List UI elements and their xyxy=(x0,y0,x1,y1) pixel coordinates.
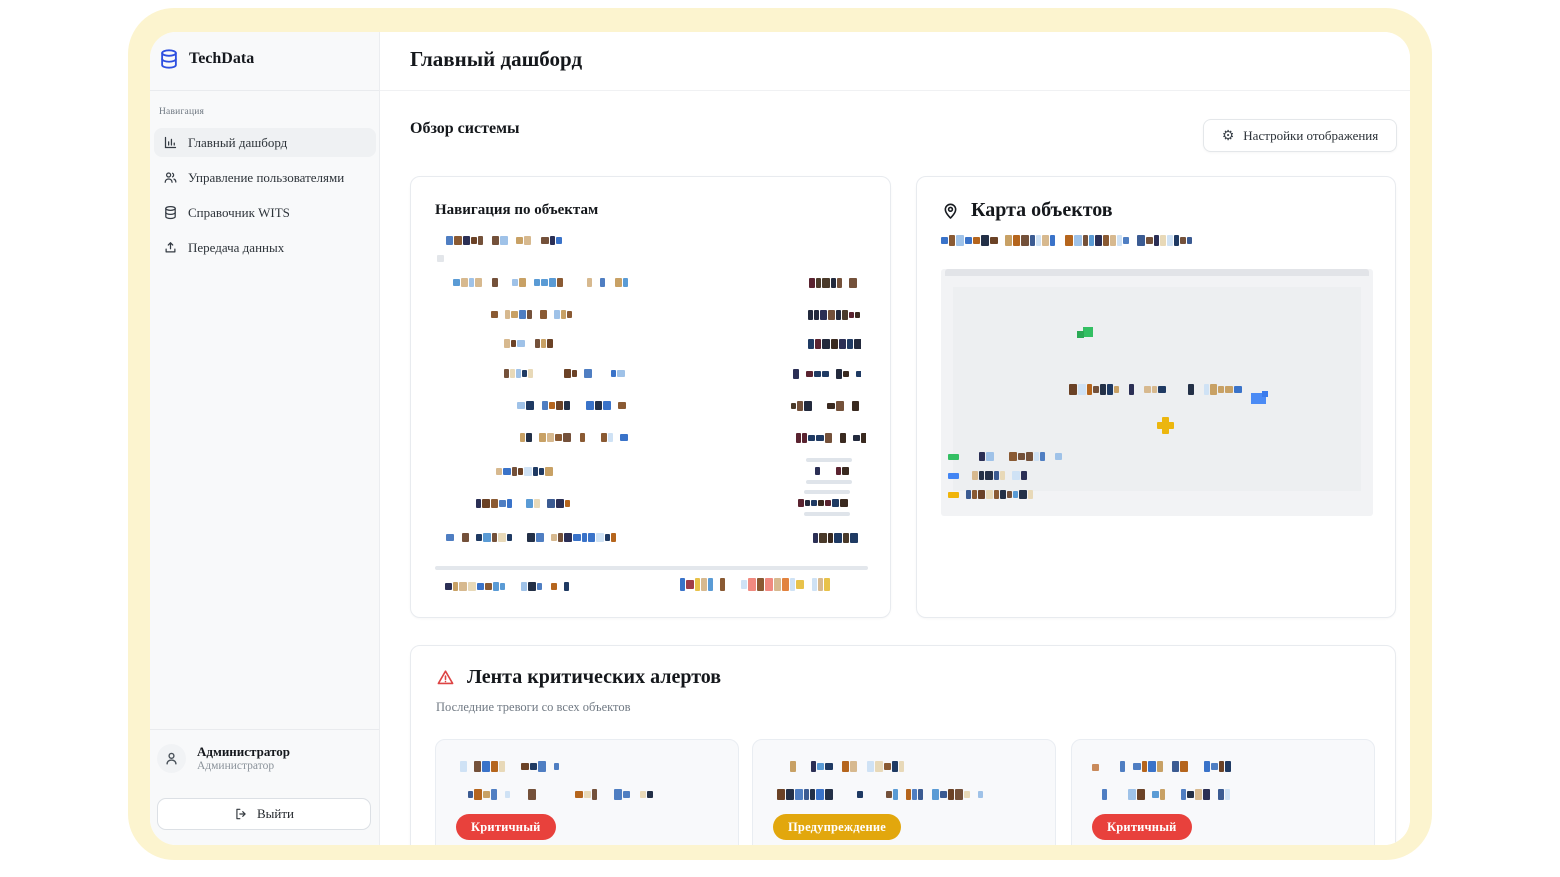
redacted-footer-text xyxy=(667,577,839,592)
severity-badge: Предупреждение xyxy=(773,814,902,840)
map-legend-item xyxy=(948,489,1040,500)
redacted-alert-text xyxy=(777,788,987,801)
redacted-dot xyxy=(437,255,444,262)
legend-color-yellow xyxy=(948,491,959,498)
brand-name: TechData xyxy=(189,50,255,67)
critical-alerts-title: Лента критических алертов xyxy=(467,666,722,688)
redacted-text xyxy=(491,309,583,320)
object-map-card: Карта объектов xyxy=(916,176,1396,618)
severity-badge: Критичный xyxy=(1092,814,1192,840)
gear-icon: ⚙ xyxy=(1221,127,1235,144)
redacted-dot xyxy=(1092,764,1099,771)
sidebar-divider xyxy=(150,90,379,91)
upload-icon xyxy=(165,242,176,253)
redacted-alert-title xyxy=(460,760,572,773)
sidebar: TechData Навигация Главный дашборд Управ… xyxy=(150,32,380,845)
redacted-text xyxy=(446,277,628,288)
database-icon xyxy=(165,205,176,220)
redacted-text xyxy=(504,432,629,443)
database-logo-icon xyxy=(161,49,177,69)
redacted-alert-text xyxy=(1096,788,1234,801)
map-marker-plus[interactable] xyxy=(1157,417,1174,434)
critical-alerts-card: Лента критических алертов Последние трев… xyxy=(410,645,1396,845)
object-navigation-title: Навигация по объектам xyxy=(435,202,599,218)
redacted-legend-label xyxy=(966,451,1062,462)
sidebar-nav: Главный дашборд Управление пользователям… xyxy=(152,128,378,268)
alert-card[interactable]: Критичный xyxy=(1071,739,1375,845)
redacted-alert-text xyxy=(460,788,658,801)
users-icon xyxy=(164,172,177,183)
redacted-map-subtitle xyxy=(941,234,1197,247)
critical-alerts-subtitle: Последние тревоги со всех объектов xyxy=(436,700,631,714)
redacted-text xyxy=(504,368,627,379)
redacted-badge xyxy=(806,532,861,544)
sidebar-item-user-management[interactable]: Управление пользователями xyxy=(154,163,376,192)
redacted-badge xyxy=(808,338,861,350)
app-frame: TechData Навигация Главный дашборд Управ… xyxy=(128,8,1432,860)
sidebar-item-label: Управление пользователями xyxy=(188,169,345,185)
display-settings-button[interactable]: ⚙ Настройки отображения xyxy=(1203,119,1397,152)
redacted-text xyxy=(509,400,627,411)
sidebar-item-data-transfer[interactable]: Передача данных xyxy=(154,233,376,262)
app-window: TechData Навигация Главный дашборд Управ… xyxy=(150,32,1410,845)
page-title: Главный дашборд xyxy=(410,47,583,71)
map-legend-item xyxy=(948,470,1036,481)
main-content: Главный дашборд Обзор системы ⚙ Настройк… xyxy=(380,32,1410,845)
object-map-title: Карта объектов xyxy=(971,199,1113,221)
map-scrollbar[interactable] xyxy=(945,269,1369,276)
redacted-badge xyxy=(808,309,861,321)
overview-heading: Обзор системы xyxy=(410,120,520,137)
redacted-alert-title xyxy=(777,760,907,773)
redacted-legend-label xyxy=(966,489,1040,500)
user-info: Администратор Администратор xyxy=(157,744,290,773)
sidebar-divider xyxy=(150,729,379,730)
redacted-badge xyxy=(788,432,866,444)
bar-chart-icon xyxy=(164,136,177,149)
legend-color-green xyxy=(948,453,959,460)
map-marker-blue[interactable] xyxy=(1251,391,1268,404)
brand: TechData xyxy=(158,48,254,70)
sidebar-item-wits-reference[interactable]: Справочник WITS xyxy=(154,198,376,227)
legend-color-blue xyxy=(948,472,959,479)
redacted-text xyxy=(476,498,574,509)
settings-button-label: Настройки отображения xyxy=(1243,127,1379,143)
sidebar-section-label: Навигация xyxy=(159,107,205,117)
logout-icon xyxy=(236,808,246,820)
redacted-text xyxy=(504,338,562,349)
logout-label: Выйти xyxy=(256,806,294,821)
warning-triangle-icon xyxy=(437,670,454,685)
redacted-legend-label xyxy=(966,470,1036,481)
person-icon xyxy=(166,752,177,765)
user-name: Администратор xyxy=(197,744,290,759)
redacted-text xyxy=(446,235,562,246)
sidebar-item-main-dashboard[interactable]: Главный дашборд xyxy=(154,128,376,157)
map-legend-item xyxy=(948,451,1062,462)
redacted-badge-stack xyxy=(800,458,852,484)
redacted-badge xyxy=(793,368,861,380)
redacted-badge xyxy=(803,277,861,289)
severity-badge: Критичный xyxy=(456,814,556,840)
sidebar-item-label: Главный дашборд xyxy=(188,134,288,150)
logout-button[interactable]: Выйти xyxy=(157,798,371,830)
redacted-text xyxy=(446,532,617,543)
alert-card[interactable]: Критичный xyxy=(435,739,739,845)
map-marker-green[interactable] xyxy=(1077,327,1093,338)
page-header: Главный дашборд xyxy=(380,32,1410,91)
map-canvas[interactable] xyxy=(941,269,1373,516)
redacted-text xyxy=(496,466,559,477)
card-divider xyxy=(435,566,868,570)
sidebar-item-label: Справочник WITS xyxy=(188,204,290,220)
user-role: Администратор xyxy=(197,760,275,772)
redacted-badge-stack xyxy=(798,490,850,516)
map-pin-icon xyxy=(944,203,957,219)
avatar xyxy=(157,744,186,773)
redacted-badge xyxy=(791,400,863,412)
redacted-footer-text xyxy=(436,581,574,592)
sidebar-item-label: Передача данных xyxy=(188,239,285,255)
alert-card[interactable]: Предупреждение xyxy=(752,739,1056,845)
redacted-map-label xyxy=(1069,383,1247,396)
object-navigation-card: Навигация по объектам xyxy=(410,176,891,618)
redacted-alert-title xyxy=(1120,760,1240,773)
